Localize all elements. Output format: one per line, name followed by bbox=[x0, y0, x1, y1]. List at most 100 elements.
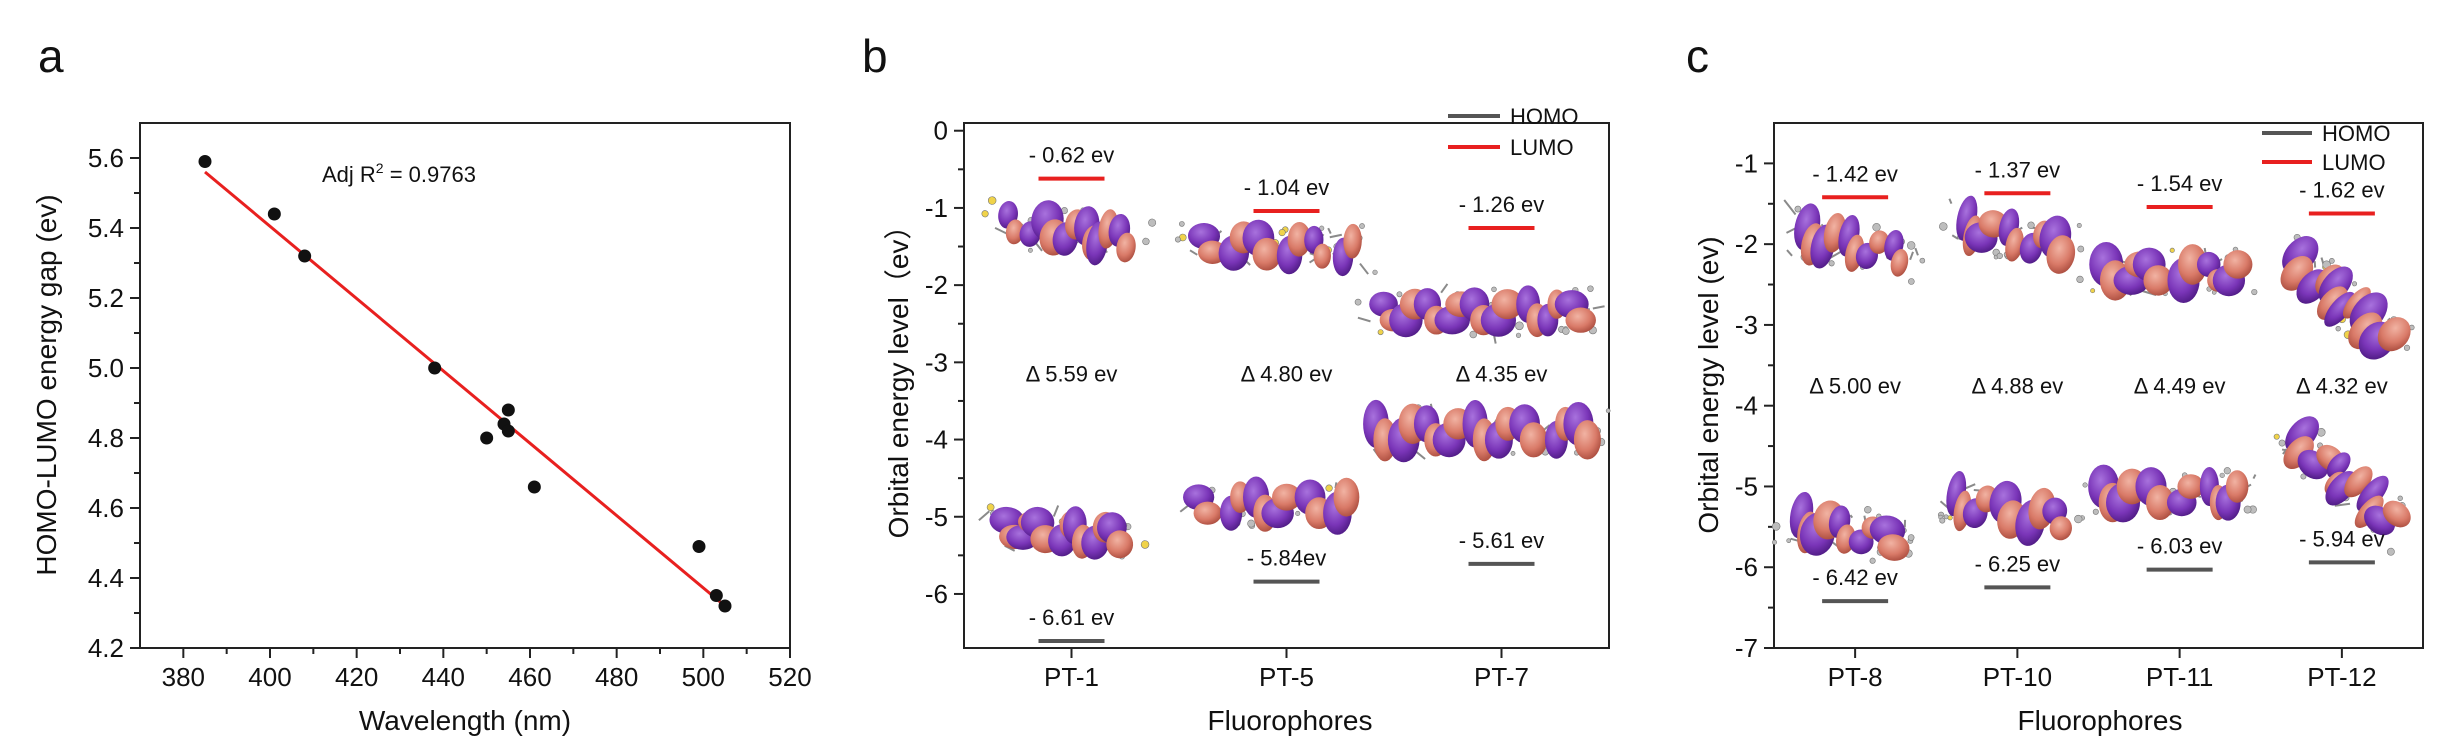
y-tick-label: -6 bbox=[1735, 552, 1758, 582]
orbital-lobe-positive bbox=[1877, 534, 1910, 561]
orbital-lobe-positive bbox=[2344, 466, 2373, 498]
bond bbox=[1849, 514, 1854, 519]
atom bbox=[1491, 286, 1497, 293]
gap-label: Δ 5.00 ev bbox=[1809, 374, 1901, 399]
x-tick-label: 380 bbox=[162, 662, 205, 692]
atom bbox=[1908, 278, 1915, 285]
bond bbox=[1327, 227, 1332, 235]
x-tick-label: 520 bbox=[768, 662, 811, 692]
atom bbox=[1587, 285, 1594, 292]
orbital-lobe-positive bbox=[1287, 222, 1311, 257]
homo-value-label: - 5.94 ev bbox=[2299, 526, 2385, 551]
plot-frame bbox=[1773, 122, 2424, 649]
orbital-lobe-positive bbox=[1519, 422, 1548, 458]
atom bbox=[2090, 288, 2096, 294]
y-tick-label: -3 bbox=[1735, 310, 1758, 340]
panel-label-c: c bbox=[1686, 30, 1709, 82]
lumo-value-label: - 0.62 ev bbox=[1029, 143, 1115, 168]
bond bbox=[1948, 198, 1953, 205]
x-tick-label: 480 bbox=[595, 662, 638, 692]
orbital-lobe-positive bbox=[1272, 483, 1302, 511]
x-tick-label: 400 bbox=[248, 662, 291, 692]
bond bbox=[1329, 233, 1343, 239]
orbital-lobe-positive bbox=[2377, 317, 2411, 352]
atom bbox=[1515, 321, 1524, 331]
y-tick-label: -1 bbox=[1735, 148, 1758, 178]
atom bbox=[2219, 472, 2225, 478]
molecule-orbital-image bbox=[1363, 399, 1611, 463]
data-point bbox=[527, 480, 541, 494]
orbital-lobe-positive bbox=[1313, 243, 1331, 269]
data-point bbox=[267, 207, 281, 221]
x-axis-ticks: PT-8 PT-10 PT-11 PT-12 bbox=[1828, 648, 2377, 692]
legend: HOMO LUMO bbox=[1448, 104, 1578, 160]
atom bbox=[1772, 539, 1777, 545]
atom bbox=[1179, 221, 1185, 227]
lumo-value-label: - 1.37 ev bbox=[1975, 157, 2061, 182]
atom bbox=[986, 503, 995, 512]
atom bbox=[1939, 517, 1946, 524]
atom bbox=[2278, 439, 2286, 447]
molecule-orbital-image bbox=[2273, 416, 2411, 556]
molecule-orbital-image bbox=[2076, 242, 2258, 303]
atom bbox=[1354, 298, 1362, 306]
atom bbox=[1359, 223, 1365, 229]
x-tick-label: PT-5 bbox=[1259, 662, 1314, 692]
atom bbox=[1295, 510, 1301, 516]
orbital-lobe-negative bbox=[2356, 475, 2389, 512]
atom bbox=[981, 210, 989, 218]
x-axis-ticks: PT-1 PT-5 PT-7 bbox=[1044, 648, 1529, 692]
atom bbox=[2273, 433, 2280, 440]
bond bbox=[2313, 261, 2317, 268]
bond bbox=[2252, 474, 2257, 479]
y-tick-label: 0 bbox=[934, 116, 948, 146]
atom bbox=[1906, 241, 1916, 250]
orbital-lobe-positive bbox=[2177, 474, 2205, 499]
atom bbox=[1794, 205, 1802, 213]
atom bbox=[1377, 329, 1384, 336]
bond bbox=[1909, 251, 1914, 261]
molecule-orbital-image bbox=[1174, 219, 1378, 277]
data-point bbox=[198, 155, 212, 168]
molecule-orbital-images bbox=[1771, 195, 2415, 564]
atom bbox=[1142, 237, 1150, 246]
orbital-lobe-positive bbox=[1869, 230, 1890, 254]
gap-label: Δ 4.49 ev bbox=[2134, 374, 2226, 399]
r2-annotation: Adj R2 = 0.9763 bbox=[322, 160, 476, 187]
orbital-lobe-positive bbox=[1343, 223, 1362, 259]
atom bbox=[2074, 514, 2083, 524]
atom bbox=[1319, 225, 1325, 231]
atom bbox=[1515, 332, 1522, 338]
atom bbox=[2082, 482, 2088, 488]
bond bbox=[978, 510, 990, 522]
orbital-lobe-positive bbox=[2049, 516, 2072, 541]
orbital-lobe-positive bbox=[1005, 219, 1024, 245]
lumo-value-label: - 1.04 ev bbox=[1244, 175, 1330, 200]
y-axis-label: HOMO-LUMO energy gap (ev) bbox=[31, 194, 62, 575]
lumo-value-label: - 1.26 ev bbox=[1459, 192, 1545, 217]
lumo-value-label: - 1.62 ev bbox=[2299, 177, 2385, 202]
atom bbox=[2169, 247, 2175, 253]
atom bbox=[1396, 291, 1403, 298]
atom bbox=[1919, 257, 1926, 264]
y-axis-ticks: 4.2 4.4 4.6 4.8 5.0 5.2 5.4 5.6 bbox=[88, 143, 140, 663]
x-tick-label: PT-7 bbox=[1474, 662, 1529, 692]
x-tick-label: PT-11 bbox=[2146, 662, 2213, 692]
atom bbox=[1864, 506, 1872, 514]
y-tick-label: -3 bbox=[925, 347, 948, 377]
atom bbox=[2403, 344, 2411, 351]
orbital-lobe-positive bbox=[1193, 501, 1222, 525]
bond bbox=[1903, 519, 1907, 528]
atom bbox=[1872, 223, 1881, 232]
bond bbox=[2334, 502, 2351, 507]
atom bbox=[1028, 247, 1033, 253]
atom bbox=[1148, 218, 1157, 227]
atom bbox=[1996, 252, 2003, 259]
atom bbox=[1278, 229, 1286, 237]
orbital-lobe-positive bbox=[2223, 250, 2253, 279]
bond bbox=[1783, 199, 1797, 216]
molecule-orbital-image bbox=[2280, 233, 2415, 360]
y-tick-label: 4.6 bbox=[88, 493, 124, 523]
atom bbox=[2243, 505, 2252, 514]
